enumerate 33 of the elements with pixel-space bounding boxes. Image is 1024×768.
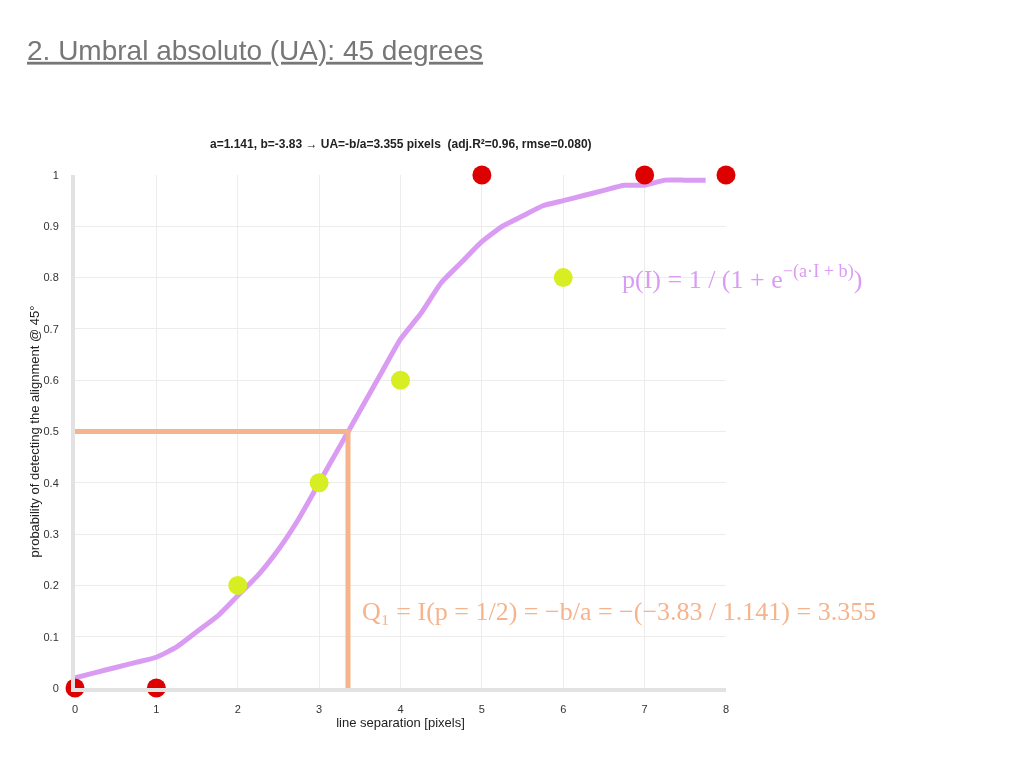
y-tick-label: 0 bbox=[52, 681, 59, 694]
y-tick-label: 0.6 bbox=[43, 374, 59, 387]
y-tick-label: 0.9 bbox=[43, 220, 59, 233]
point bbox=[716, 165, 736, 185]
x-tick-label: 3 bbox=[316, 703, 323, 716]
point bbox=[228, 575, 248, 595]
x-tick-label: 5 bbox=[478, 703, 485, 716]
x-tick-label: 0 bbox=[71, 703, 79, 716]
point bbox=[635, 165, 655, 185]
x-tick-label: 1 bbox=[153, 703, 160, 716]
y-tick-label: 0.3 bbox=[43, 527, 59, 540]
x-axis-title: line separation [pixels] bbox=[336, 715, 465, 731]
chart-subtitle: a=1.141, b=-3.83 → UA=-b/a=3.355 pixels (adj.R²=0.96, rmse=0.080) bbox=[210, 137, 592, 151]
y-tick-label: 1 bbox=[52, 168, 59, 181]
series-label: Q₁ = I(p = 1/2) = −b/a = −(−3.83 / 1.141) = 3.355 bbox=[362, 597, 877, 626]
x-tick-label: 2 bbox=[234, 703, 241, 716]
point bbox=[391, 370, 410, 390]
y-tick-label: 0.4 bbox=[43, 476, 59, 489]
y-axis-title: probability of detecting the alignment @ 45° bbox=[26, 305, 42, 558]
y-tick-label: 0.1 bbox=[43, 630, 59, 643]
y-tick-label: 0.5 bbox=[43, 425, 59, 438]
x-tick-label: 7 bbox=[641, 703, 648, 716]
text: p(I) = 1 / (1 + e$^{−(a·I + b)}$) bbox=[622, 261, 863, 294]
x-tick-label: 8 bbox=[722, 703, 730, 716]
chart-title: 2. Umbral absoluto (UA): 45 degrees bbox=[27, 34, 483, 66]
point bbox=[309, 473, 329, 493]
y-tick-label: 0.7 bbox=[43, 322, 59, 335]
point bbox=[553, 268, 573, 288]
x-tick-label: 6 bbox=[560, 703, 567, 716]
y-tick-label: 0.8 bbox=[43, 271, 59, 284]
y-tick-label: 0.2 bbox=[43, 579, 59, 592]
point bbox=[472, 165, 492, 185]
x-tick-label: 4 bbox=[397, 703, 404, 716]
